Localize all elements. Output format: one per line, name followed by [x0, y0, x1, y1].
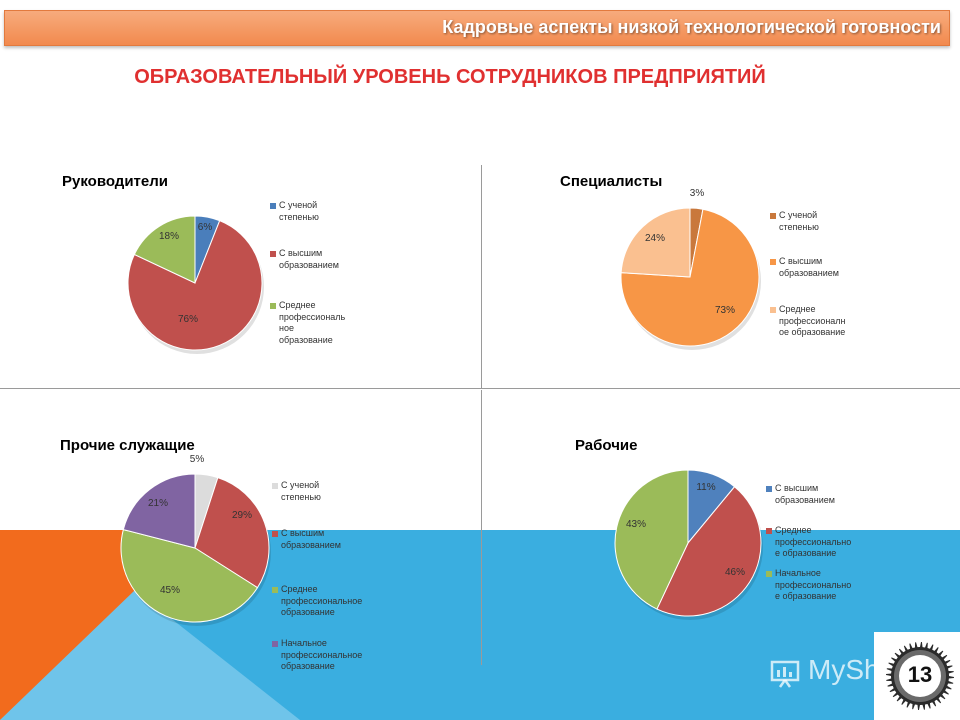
legend-label: С высшим образованием — [279, 248, 339, 270]
slice-value-label: 24% — [645, 233, 665, 244]
legend-item: Среднее профессионально е образование — [766, 525, 851, 560]
pie-slice — [620, 207, 691, 278]
header-bar: Кадровые аспекты низкой технологической … — [4, 10, 950, 46]
slice-value-label: 21% — [148, 498, 168, 509]
pie-slice — [133, 215, 196, 284]
legend-label: С высшим образованием — [281, 528, 341, 550]
chart-title: Руководители — [62, 173, 168, 190]
vertical-divider-bottom — [481, 390, 482, 665]
legend-swatch — [272, 641, 278, 647]
chart-title: Прочие служащие — [60, 437, 195, 454]
chart-title: Специалисты — [560, 173, 663, 190]
main-title: ОБРАЗОВАТЕЛЬНЫЙ УРОВЕНЬ СОТРУДНИКОВ ПРЕД… — [134, 66, 766, 88]
gear-icon — [886, 642, 954, 710]
legend-swatch — [770, 307, 776, 313]
legend-label: С ученой степенью — [281, 480, 321, 502]
legend-label: Начальное профессионально е образование — [775, 568, 852, 601]
legend-item: С ученой степенью — [272, 480, 321, 503]
horizontal-divider — [0, 388, 960, 389]
legend-item: Начальное профессиональное образование — [272, 638, 362, 673]
slice-value-label: 5% — [190, 454, 205, 465]
slice-value-label: 73% — [715, 305, 735, 316]
slice-value-label: 46% — [725, 567, 745, 578]
legend-item: С высшим образованием — [766, 483, 835, 506]
pie-slice — [656, 486, 762, 617]
legend-swatch — [270, 203, 276, 209]
legend-item: С высшим образованием — [770, 256, 839, 279]
legend-label: С ученой степенью — [779, 210, 819, 232]
legend-label: Среднее профессионалн ое образование — [779, 304, 846, 337]
legend-swatch — [270, 251, 276, 257]
legend-swatch — [766, 571, 772, 577]
header-title: Кадровые аспекты низкой технологической … — [442, 17, 941, 37]
slice-value-label: 6% — [198, 222, 213, 233]
legend-label: Начальное профессиональное образование — [281, 638, 363, 671]
slice-value-label: 45% — [160, 585, 180, 596]
legend-item: С высшим образованием — [270, 248, 339, 271]
pie-slice — [194, 476, 270, 589]
vertical-divider-top — [481, 165, 482, 388]
slice-value-label: 76% — [178, 314, 198, 325]
chart-title: Рабочие — [575, 437, 638, 454]
slide-number: 13 — [907, 662, 933, 687]
legend-label: С высшим образованием — [779, 256, 839, 278]
legend-swatch — [272, 483, 278, 489]
pie-slice — [620, 208, 760, 347]
legend-item: С ученой степенью — [770, 210, 819, 233]
pie-slice — [120, 528, 259, 623]
slice-value-label: 43% — [626, 519, 646, 530]
legend-label: Среднее профессионально е образование — [775, 525, 852, 558]
legend-item: С высшим образованием — [272, 528, 341, 551]
pie-slice — [614, 469, 689, 610]
legend-item: С ученой степенью — [270, 200, 319, 223]
gear-center — [899, 655, 941, 697]
presentation-icon — [770, 660, 800, 688]
legend-swatch — [766, 486, 772, 492]
slice-value-label: 11% — [696, 482, 715, 493]
legend-swatch — [770, 213, 776, 219]
legend-label: С высшим образованием — [775, 483, 835, 505]
pie-slice — [127, 220, 263, 351]
slice-value-label: 3% — [690, 188, 705, 199]
legend-swatch — [766, 528, 772, 534]
legend-swatch — [770, 259, 776, 265]
legend-swatch — [272, 587, 278, 593]
pie-slice — [122, 473, 196, 549]
legend-item: Начальное профессионально е образование — [766, 568, 851, 603]
legend-swatch — [270, 303, 276, 309]
legend-label: С ученой степенью — [279, 200, 319, 222]
legend-swatch — [272, 531, 278, 537]
slice-value-label: 18% — [159, 231, 179, 242]
legend-item: Среднее профессионалн ое образование — [770, 304, 846, 339]
slice-value-label: 29% — [232, 510, 252, 521]
